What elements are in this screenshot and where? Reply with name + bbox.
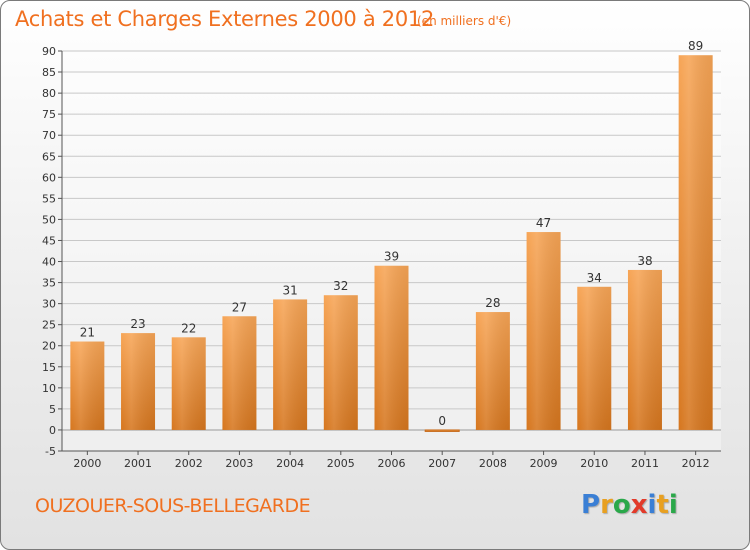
data-label: 21 xyxy=(80,326,95,340)
data-label: 27 xyxy=(232,300,247,314)
data-label: 31 xyxy=(282,283,297,297)
bar-shine xyxy=(678,55,713,430)
data-label: 34 xyxy=(587,271,602,285)
bar-shine xyxy=(475,312,510,430)
bar-shine xyxy=(171,337,206,430)
data-labels: 21 23 22 27 31 32 39 0 28 47 34 38 89 xyxy=(80,39,704,428)
y-tick-label: 5 xyxy=(49,403,56,416)
data-label: 47 xyxy=(536,216,551,230)
data-label: 23 xyxy=(130,317,145,331)
x-tick-label: 2005 xyxy=(327,457,355,470)
x-tick-label: 2000 xyxy=(73,457,101,470)
data-label: 89 xyxy=(688,39,703,53)
x-tick-label: 2003 xyxy=(225,457,253,470)
x-tick-label: 2004 xyxy=(276,457,304,470)
x-tick-label: 2001 xyxy=(124,457,152,470)
y-tick-label: 65 xyxy=(42,150,56,163)
y-tick-label: 60 xyxy=(42,171,56,184)
y-tick-label: 40 xyxy=(42,256,56,269)
bar-shine xyxy=(222,316,257,430)
axes: -5 0 5 10 15 20 25 30 35 40 45 50 55 60 65 70 75 80 85 90 20… xyxy=(42,45,721,470)
y-tick-label: 55 xyxy=(42,192,56,205)
y-tick-label: 20 xyxy=(42,340,56,353)
y-tick-label: 75 xyxy=(42,108,56,121)
data-label: 22 xyxy=(181,321,196,335)
logo-letter: i xyxy=(647,490,657,520)
logo-letter: r xyxy=(600,490,613,520)
logo-letter: i xyxy=(668,490,678,520)
bar-shine xyxy=(374,265,409,430)
x-tick-label: 2009 xyxy=(530,457,558,470)
y-tick-label: 80 xyxy=(42,87,56,100)
bar-shine xyxy=(273,299,308,430)
y-tick-label: 70 xyxy=(42,129,56,142)
logo-letter: t xyxy=(656,490,669,520)
bar-shine xyxy=(323,295,358,430)
y-tick-label: -5 xyxy=(45,445,56,458)
bar-shine xyxy=(526,232,561,430)
bar xyxy=(424,429,460,432)
x-tick-label: 2002 xyxy=(175,457,203,470)
y-tick-label: 10 xyxy=(42,382,56,395)
bar-shine xyxy=(121,333,156,430)
y-tick-label: 30 xyxy=(42,298,56,311)
bar-shine xyxy=(627,269,662,430)
y-tick-label: 50 xyxy=(42,213,56,226)
data-label: 32 xyxy=(333,279,348,293)
x-tick-label: 2012 xyxy=(682,457,710,470)
data-label: 38 xyxy=(637,254,652,268)
bar-shine xyxy=(70,341,105,430)
y-tick-label: 15 xyxy=(42,361,56,374)
chart-title: Achats et Charges Externes 2000 à 2012 xyxy=(15,7,435,31)
y-tick-label: 90 xyxy=(42,45,56,58)
commune-name: OUZOUER-SOUS-BELLEGARDE xyxy=(35,495,311,517)
x-tick-label: 2010 xyxy=(580,457,608,470)
x-tick-label: 2007 xyxy=(428,457,456,470)
y-tick-label: 25 xyxy=(42,319,56,332)
x-tick-label: 2006 xyxy=(378,457,406,470)
logo-letter: x xyxy=(630,490,648,520)
x-tick-label: 2008 xyxy=(479,457,507,470)
bar-shine xyxy=(577,286,612,430)
data-label: 39 xyxy=(384,250,399,264)
y-tick-label: 45 xyxy=(42,234,56,247)
logo-letter: P xyxy=(581,490,601,520)
y-tick-label: 35 xyxy=(42,277,56,290)
data-label: 28 xyxy=(485,296,500,310)
data-label: 0 xyxy=(438,414,446,428)
logo-letter: o xyxy=(612,490,631,520)
y-tick-label: 0 xyxy=(49,424,56,437)
x-tick-label: 2011 xyxy=(631,457,659,470)
proxiti-logo: Proxiti xyxy=(581,490,678,520)
y-tick-label: 85 xyxy=(42,66,56,79)
bars xyxy=(70,55,713,432)
chart-subtitle: (en milliers d'€) xyxy=(417,14,512,28)
